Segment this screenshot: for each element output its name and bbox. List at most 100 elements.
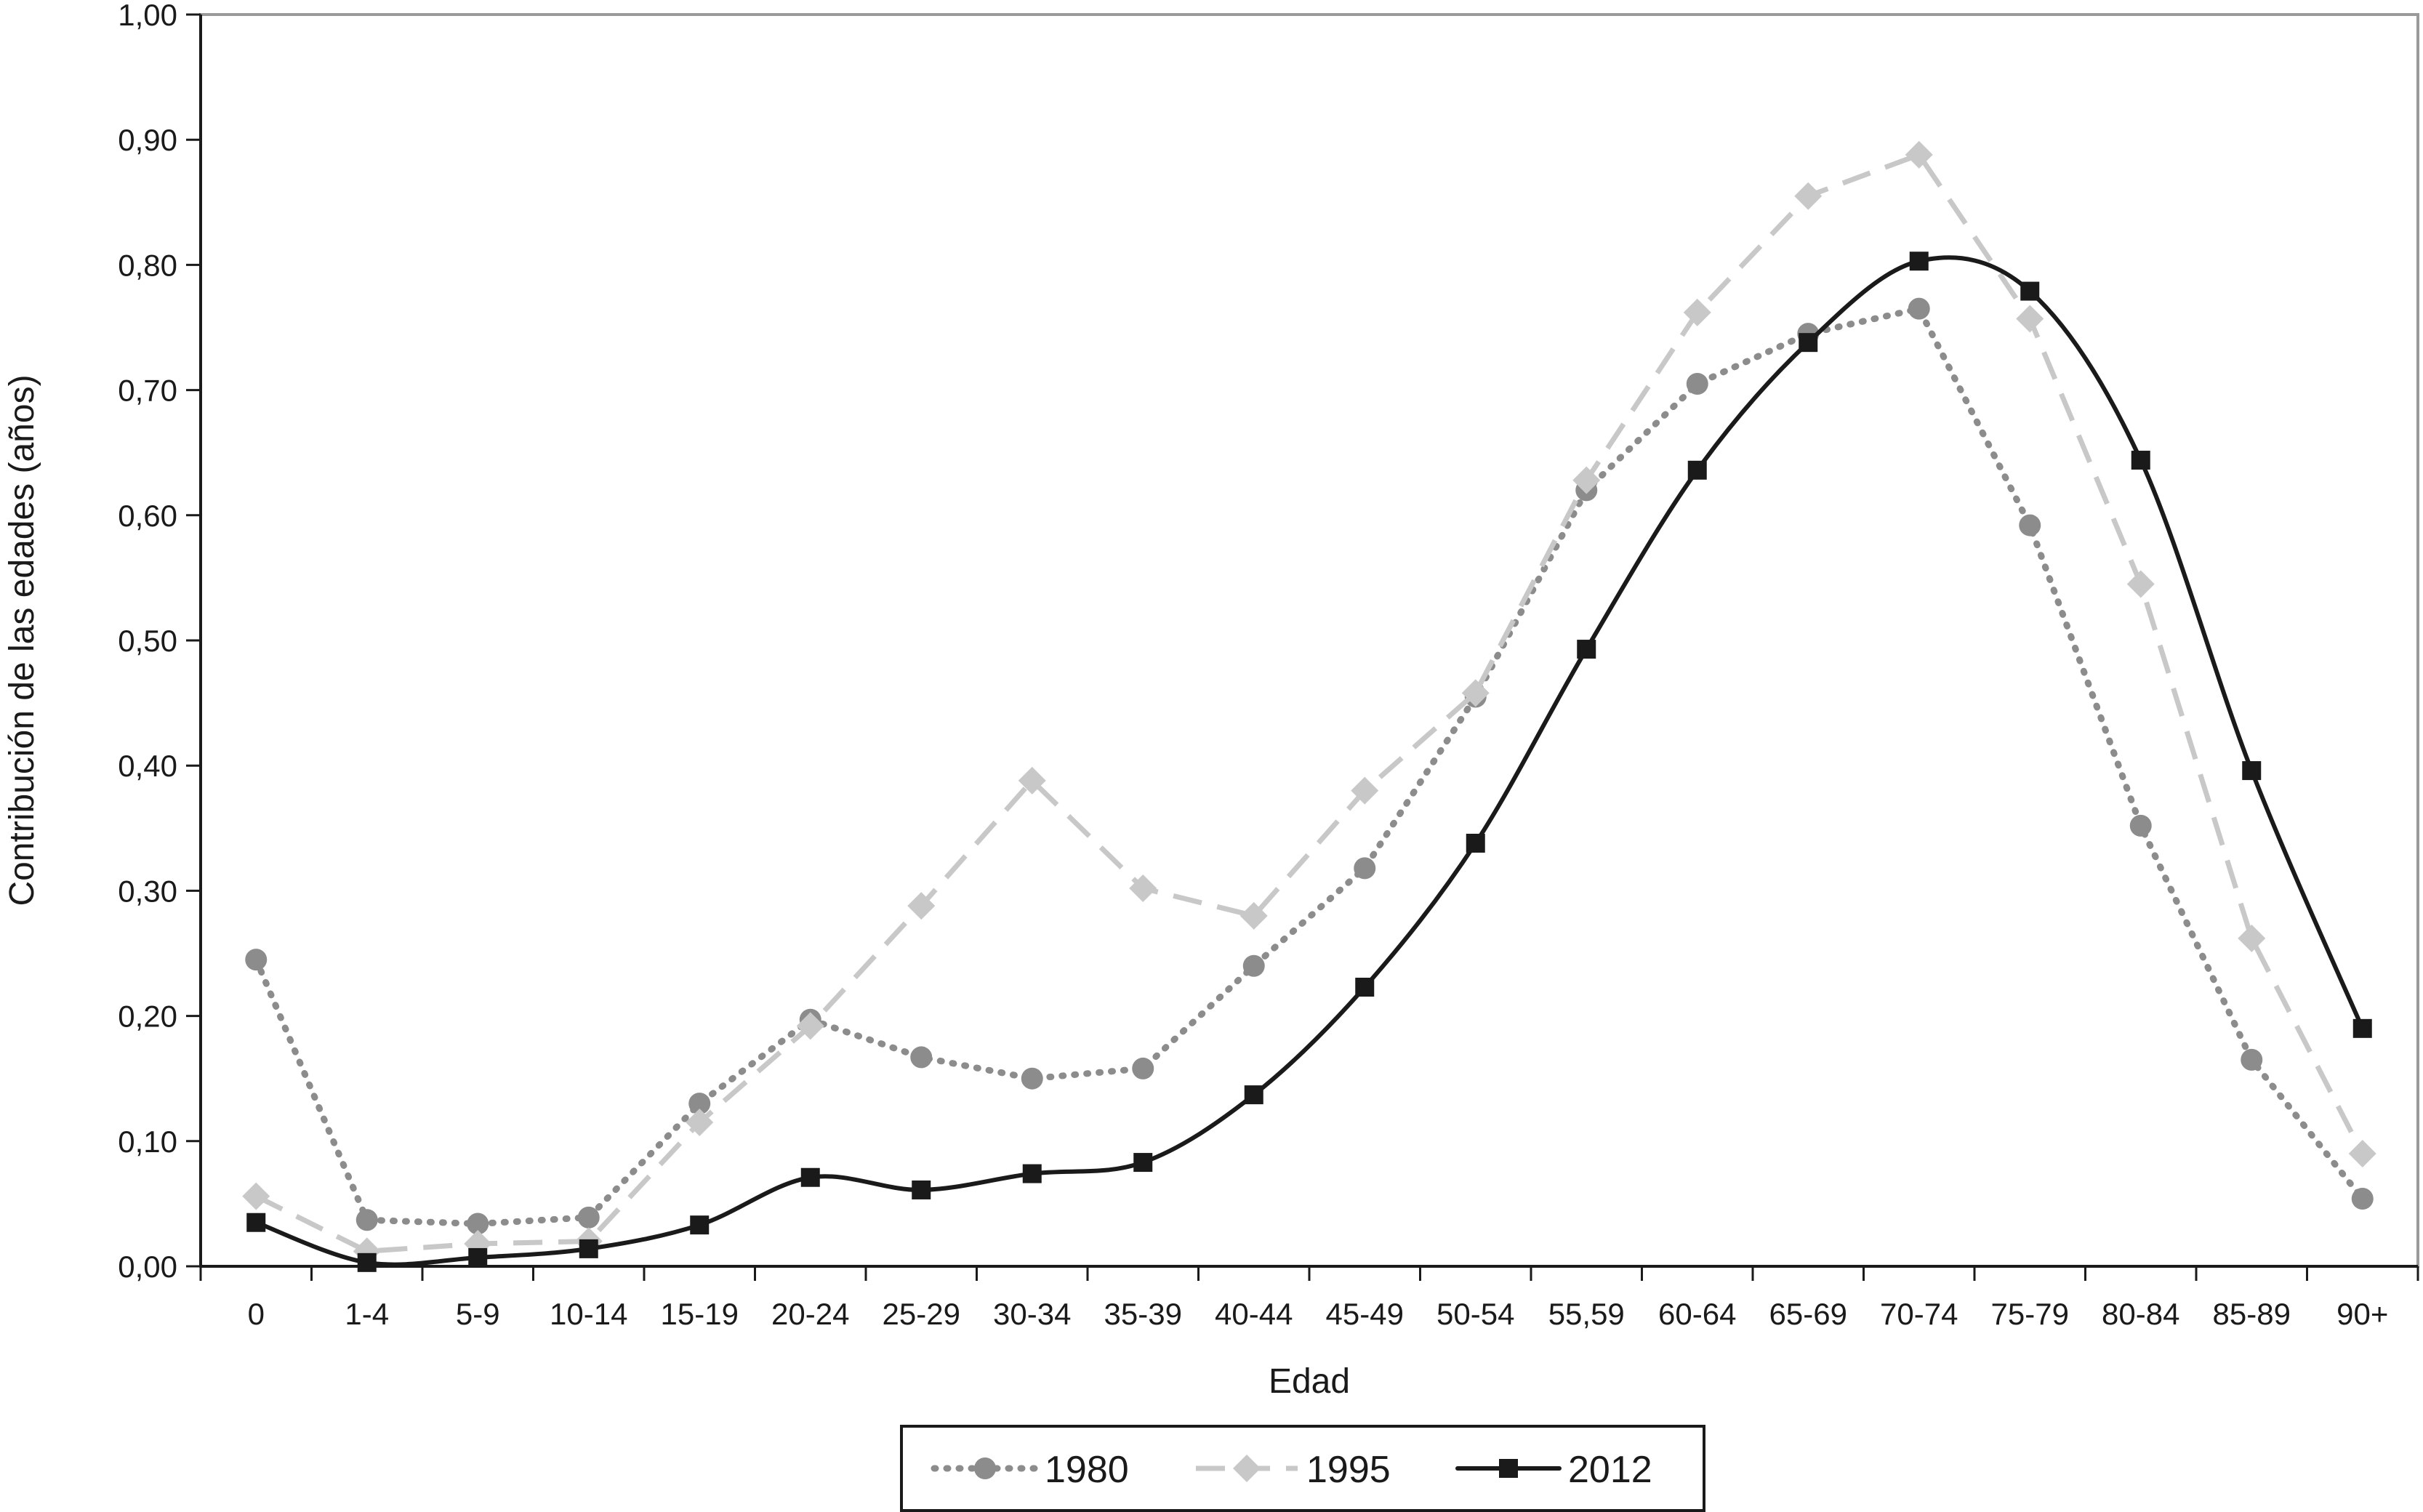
legend-marker xyxy=(1233,1455,1261,1482)
data-point-2012 xyxy=(690,1215,710,1235)
data-point-1995 xyxy=(242,1182,270,1210)
data-point-2012 xyxy=(2242,761,2262,781)
data-point-2012 xyxy=(1577,640,1596,659)
data-point-1980 xyxy=(688,1093,711,1115)
data-point-1980 xyxy=(910,1046,933,1069)
y-tick-label: 0,70 xyxy=(118,374,177,408)
y-tick-label: 1,00 xyxy=(118,0,177,32)
data-point-1980 xyxy=(1354,857,1376,880)
data-point-1980 xyxy=(355,1209,378,1231)
y-tick-label: 0,90 xyxy=(118,123,177,157)
data-point-1980 xyxy=(2351,1188,2374,1210)
data-point-1980 xyxy=(2241,1048,2263,1071)
y-tick-label: 0,80 xyxy=(118,248,177,282)
data-point-2012 xyxy=(2131,451,2150,470)
y-axis-title: Contribución de las edades (años) xyxy=(3,374,41,906)
data-point-2012 xyxy=(246,1213,266,1232)
data-point-1980 xyxy=(467,1213,489,1235)
y-tick-label: 0,50 xyxy=(118,624,177,658)
x-tick-label: 50-54 xyxy=(1436,1297,1514,1331)
data-point-2012 xyxy=(1799,333,1818,353)
data-point-1995 xyxy=(907,892,936,920)
legend-marker xyxy=(974,1457,996,1479)
x-tick-label: 80-84 xyxy=(2102,1297,2179,1331)
data-point-1995 xyxy=(2238,924,2266,952)
data-point-2012 xyxy=(1466,833,1485,853)
x-tick-label: 30-34 xyxy=(993,1297,1071,1331)
legend-marker xyxy=(1499,1459,1518,1478)
data-point-1980 xyxy=(1686,372,1708,395)
data-point-1995 xyxy=(1794,182,1823,210)
y-tick-label: 0,20 xyxy=(118,1000,177,1034)
data-point-1995 xyxy=(1683,298,1711,326)
data-point-2012 xyxy=(1244,1085,1263,1105)
y-tick-label: 0,10 xyxy=(118,1125,177,1159)
data-point-2012 xyxy=(1355,977,1375,997)
data-point-1995 xyxy=(686,1108,714,1136)
y-tick-label: 0,00 xyxy=(118,1250,177,1284)
data-point-2012 xyxy=(1687,460,1707,480)
x-tick-label: 70-74 xyxy=(1880,1297,1958,1331)
x-tick-label: 65-69 xyxy=(1769,1297,1847,1331)
y-tick-label: 0,60 xyxy=(118,499,177,533)
legend-label: 1995 xyxy=(1306,1449,1391,1491)
series-1995 xyxy=(242,140,2376,1266)
series-line-1980 xyxy=(252,305,2366,1227)
y-axis-ticks: 0,00 0,10 0,20 0,30 0,40 0,50 0,60 0,70 0,80 0,90… xyxy=(118,0,201,1284)
plot-frame xyxy=(199,13,2419,1268)
data-point-2012 xyxy=(1133,1153,1153,1173)
y-tick-label: 0,40 xyxy=(118,749,177,783)
data-point-1995 xyxy=(1905,140,1933,169)
data-point-1995 xyxy=(2348,1140,2376,1168)
data-point-1980 xyxy=(1021,1067,1043,1090)
legend: 1980 1995 2012 xyxy=(900,1425,1705,1512)
x-tick-label: 15-19 xyxy=(661,1297,739,1331)
data-point-1995 xyxy=(796,1012,824,1040)
data-point-2012 xyxy=(468,1247,488,1267)
data-point-2012 xyxy=(357,1252,377,1272)
data-point-1995 xyxy=(1572,466,1601,494)
x-tick-label: 20-24 xyxy=(771,1297,849,1331)
x-axis-title: Edad xyxy=(1269,1362,1350,1401)
data-point-1995 xyxy=(1351,776,1379,805)
data-point-1980 xyxy=(245,949,268,971)
x-tick-label: 60-64 xyxy=(1658,1297,1736,1331)
x-tick-label: 35-39 xyxy=(1104,1297,1182,1331)
legend-label: 1980 xyxy=(1045,1449,1129,1491)
x-tick-label: 10-14 xyxy=(550,1297,627,1331)
data-point-1995 xyxy=(1129,874,1157,902)
series-group xyxy=(242,140,2376,1272)
x-tick-label: 5-9 xyxy=(456,1297,500,1331)
data-point-2012 xyxy=(2352,1018,2372,1038)
series-line-2012 xyxy=(254,255,2365,1267)
data-point-1980 xyxy=(1132,1057,1154,1079)
series-line-1995 xyxy=(254,152,2365,1254)
data-point-2012 xyxy=(912,1180,931,1199)
data-point-2012 xyxy=(1022,1164,1042,1183)
data-point-1980 xyxy=(2019,514,2041,536)
x-tick-label: 25-29 xyxy=(883,1297,960,1331)
x-tick-label: 0 xyxy=(248,1297,265,1331)
series-1980 xyxy=(245,297,2374,1235)
data-point-1980 xyxy=(2129,814,2152,837)
series-2012 xyxy=(246,252,2372,1272)
legend-label: 2012 xyxy=(1568,1449,1652,1491)
x-tick-label: 55,59 xyxy=(1548,1297,1625,1331)
data-point-2012 xyxy=(2020,281,2040,301)
y-tick-label: 0,30 xyxy=(118,874,177,908)
data-point-1995 xyxy=(1239,901,1268,930)
x-tick-label: 40-44 xyxy=(1215,1297,1293,1331)
data-point-2012 xyxy=(579,1239,598,1258)
data-point-2012 xyxy=(1909,252,1929,271)
x-axis-ticks: 0 1-4 5-9 10-14 15-19 20-24 25-29 30-34 35-39 40-… xyxy=(199,1266,2419,1331)
legend-entry-2012: 2012 xyxy=(1455,1449,1652,1491)
x-tick-label: 90+ xyxy=(2336,1297,2388,1331)
x-tick-label: 85-89 xyxy=(2213,1297,2291,1331)
legend-entry-1980: 1980 xyxy=(931,1449,1129,1491)
x-tick-label: 75-79 xyxy=(1991,1297,2069,1331)
data-point-1980 xyxy=(577,1206,600,1228)
data-point-1980 xyxy=(1908,297,1930,320)
data-point-2012 xyxy=(800,1167,820,1187)
data-point-1980 xyxy=(1242,954,1265,977)
